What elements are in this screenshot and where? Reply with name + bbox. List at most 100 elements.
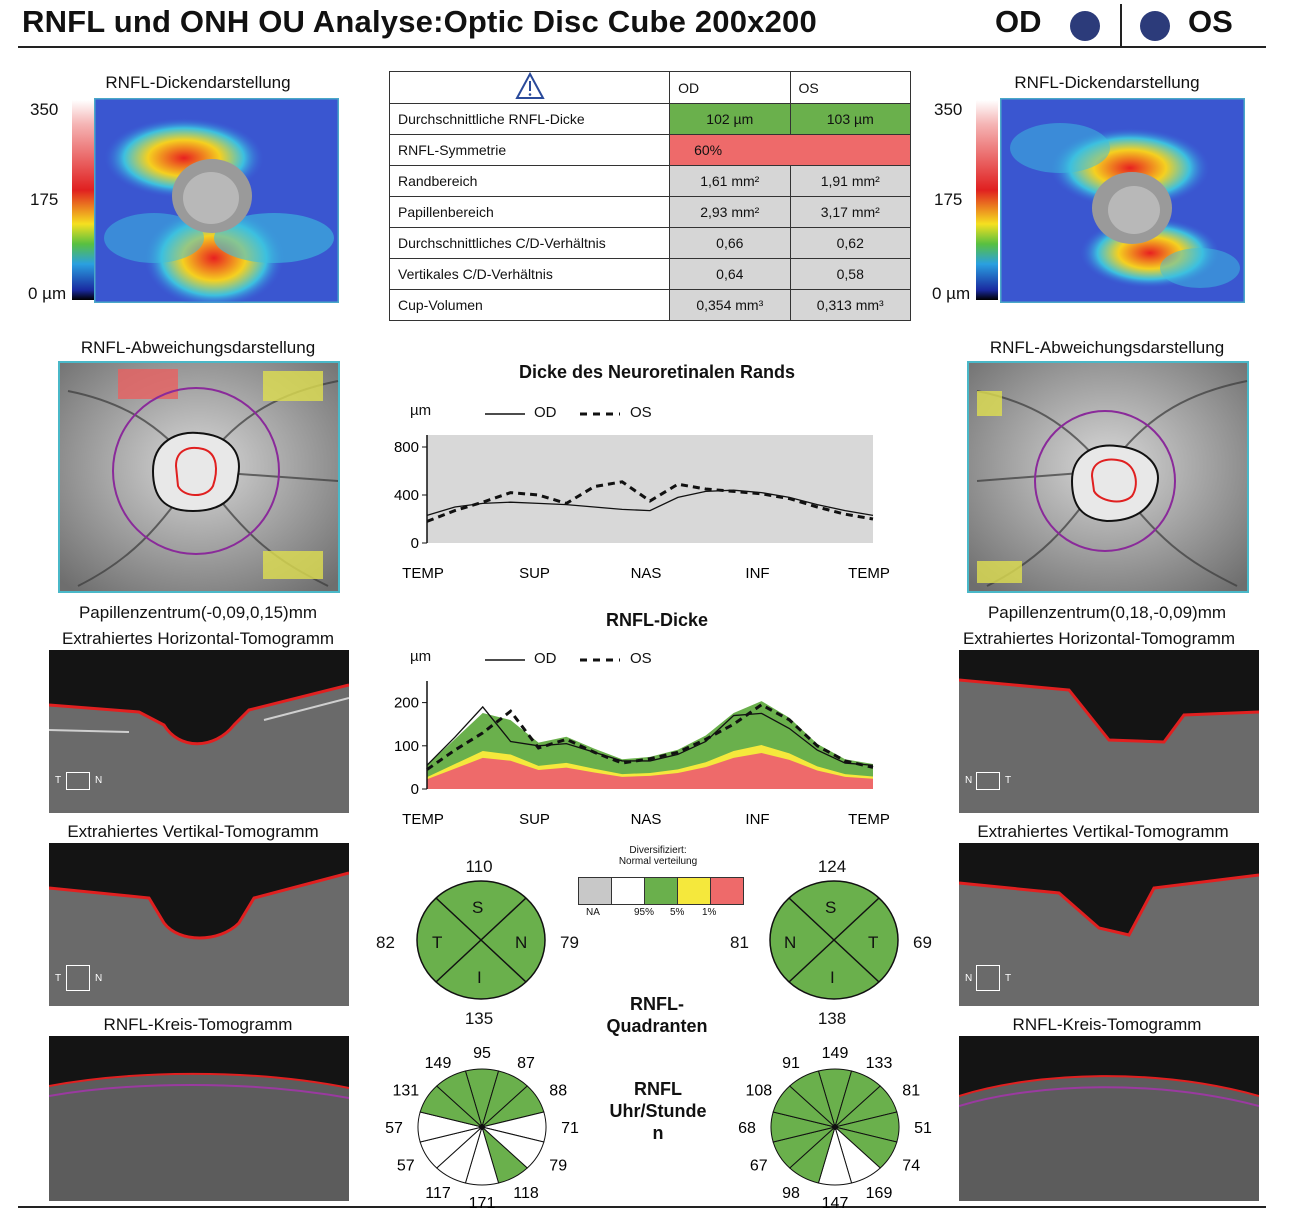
- clock-value-label: 91: [782, 1055, 800, 1072]
- rim-legend-os: OS: [630, 404, 652, 421]
- col-header-od: OD: [669, 71, 791, 104]
- clock-value-label: 57: [385, 1120, 403, 1137]
- vertical-tomogram-od: T N: [49, 843, 349, 1006]
- clock-value-label: 79: [549, 1158, 567, 1175]
- x-tick-label: SUP: [519, 811, 550, 828]
- row-label: Vertikales C/D-Verhältnis: [388, 258, 671, 290]
- y-tick-label: 0: [411, 781, 419, 798]
- normative-legend-swatches: [578, 877, 744, 905]
- orientation-label-n: N: [95, 973, 103, 984]
- quadrant-os-t-letter: T: [868, 933, 879, 952]
- vertical-tomogram-os: N T: [959, 843, 1259, 1006]
- orientation-label-n: N: [965, 775, 973, 786]
- quadrant-os-n-value: 81: [730, 933, 749, 952]
- series-line-os: [426, 703, 874, 771]
- orientation-arrow-icon: [976, 772, 1000, 790]
- clock-value-label: 57: [397, 1158, 415, 1175]
- scale-label-mid-os: 175: [934, 190, 963, 209]
- os-dot-icon: [1140, 11, 1170, 41]
- rim-chart-unit: µm: [410, 402, 432, 419]
- x-tick-label: INF: [745, 565, 769, 582]
- clock-value-label: 149: [822, 1045, 849, 1062]
- quadrant-os-i-value: 138: [817, 1009, 847, 1028]
- orientation-label-n: N: [965, 973, 973, 984]
- row-label: Papillenbereich: [388, 196, 671, 228]
- rim-chart: 0 400 800 TEMP SUP NAS INF TEMP: [394, 435, 890, 582]
- clock-chart-os: 149 133 81 51 74 169 147 98 67 68 108 91: [738, 1045, 932, 1210]
- clock-value-label: 67: [750, 1158, 768, 1175]
- plot-background: [427, 435, 873, 543]
- cell-od: 1,61 mm²: [669, 165, 791, 197]
- legend-label-95: 95%: [634, 907, 655, 918]
- od-dot-icon: [1070, 11, 1100, 41]
- table-row: Durchschnittliche RNFL-Dicke 102 µm 103 …: [388, 103, 912, 135]
- swatch-white: [612, 878, 645, 904]
- orientation-label-t: T: [1005, 973, 1012, 984]
- quadrant-od-n-letter: N: [515, 933, 528, 952]
- orientation-arrow-icon: [66, 965, 90, 991]
- warning-cell: [388, 71, 671, 104]
- quadrants-title-line1: RNFL-: [630, 994, 684, 1014]
- clock-chart-od: 95 87 88 71 79 118 171 117 57 57 131 149: [385, 1045, 579, 1210]
- table-row: Papillenbereich 2,93 mm² 3,17 mm²: [388, 196, 912, 228]
- clock-value-label: 71: [561, 1120, 579, 1137]
- table-header-row: OD OS: [388, 71, 912, 104]
- clock-value-label: 169: [866, 1185, 893, 1202]
- thickness-map-title-od: RNFL-Dickendarstellung: [105, 73, 291, 92]
- clock-value-label: 149: [425, 1055, 452, 1072]
- table-row: RNFL-Symmetrie 60%: [388, 134, 911, 166]
- clock-center: [479, 1124, 485, 1130]
- quadrant-od-t-value: 82: [376, 933, 395, 952]
- x-tick-label: SUP: [519, 565, 550, 582]
- row-label: Cup-Volumen: [388, 289, 671, 321]
- circle-tomogram-title-os: RNFL-Kreis-Tomogramm: [1012, 1015, 1202, 1034]
- x-tick-label: TEMP: [848, 565, 890, 582]
- series-line-os: [426, 480, 874, 523]
- quadrant-od-s-letter: S: [472, 898, 484, 917]
- table-row: Randbereich 1,61 mm² 1,91 mm²: [388, 165, 912, 197]
- thickness-map-title-os: RNFL-Dickendarstellung: [1014, 73, 1200, 92]
- rim-chart-title: Dicke des Neuroretinalen Rands: [518, 362, 796, 382]
- clock-center: [832, 1124, 838, 1130]
- cell-od: 0,64: [669, 258, 791, 290]
- page-title: RNFL und ONH OU Analyse:Optic Disc Cube …: [22, 4, 817, 39]
- scale-label-max: 350: [30, 100, 59, 119]
- rim-chart-legend: [485, 412, 620, 416]
- quadrant-os-i-letter: I: [830, 968, 835, 987]
- tomogram-image: [959, 873, 1259, 1006]
- summary-table: OD OS Durchschnittliche RNFL-Dicke 102 µ…: [388, 71, 912, 321]
- legend-title-line2: Normal verteilung: [618, 856, 698, 867]
- legend-title-line1: Diversifiziert:: [629, 845, 687, 856]
- quadrant-od-s-value: 110: [465, 857, 493, 876]
- clock-value-label: 51: [914, 1120, 932, 1137]
- cell-od: 0,354 mm³: [669, 289, 791, 321]
- deviation-title-os: RNFL-Abweichungsdarstellung: [989, 338, 1225, 357]
- swatch-na: [579, 878, 612, 904]
- header-rule: [18, 46, 1266, 48]
- series-line-od: [426, 705, 874, 766]
- rnfl-chart-unit: µm: [410, 648, 432, 665]
- cell-symmetry: 60%: [669, 134, 911, 166]
- tomogram-image: [49, 871, 349, 1006]
- scale-label-min-os: 0 µm: [932, 284, 971, 303]
- deviation-map-od: [58, 361, 340, 593]
- tomogram-image: [49, 1072, 349, 1201]
- clock-value-label: 68: [738, 1120, 756, 1137]
- tomogram-image: [959, 678, 1259, 813]
- clock-value-label: 87: [517, 1055, 535, 1072]
- header-divider: [1120, 4, 1122, 46]
- orientation-arrow-icon: [976, 965, 1000, 991]
- legend-label-1: 1%: [702, 907, 717, 918]
- cell-os: 0,313 mm³: [789, 289, 912, 321]
- tomogram-image: [959, 1075, 1259, 1201]
- scale-label-max-os: 350: [934, 100, 963, 119]
- orientation-arrow-icon: [66, 772, 90, 790]
- footer-rule: [18, 1206, 1266, 1208]
- table-row: Cup-Volumen 0,354 mm³ 0,313 mm³: [388, 289, 912, 321]
- clock-sector: [789, 1070, 836, 1129]
- deviation-title-od: RNFL-Abweichungsdarstellung: [80, 338, 316, 357]
- clock-value-label: 81: [902, 1083, 920, 1100]
- y-tick-label: 100: [394, 738, 419, 755]
- quadrant-od-i-letter: I: [477, 968, 482, 987]
- quadrant-os-s-letter: S: [825, 898, 837, 917]
